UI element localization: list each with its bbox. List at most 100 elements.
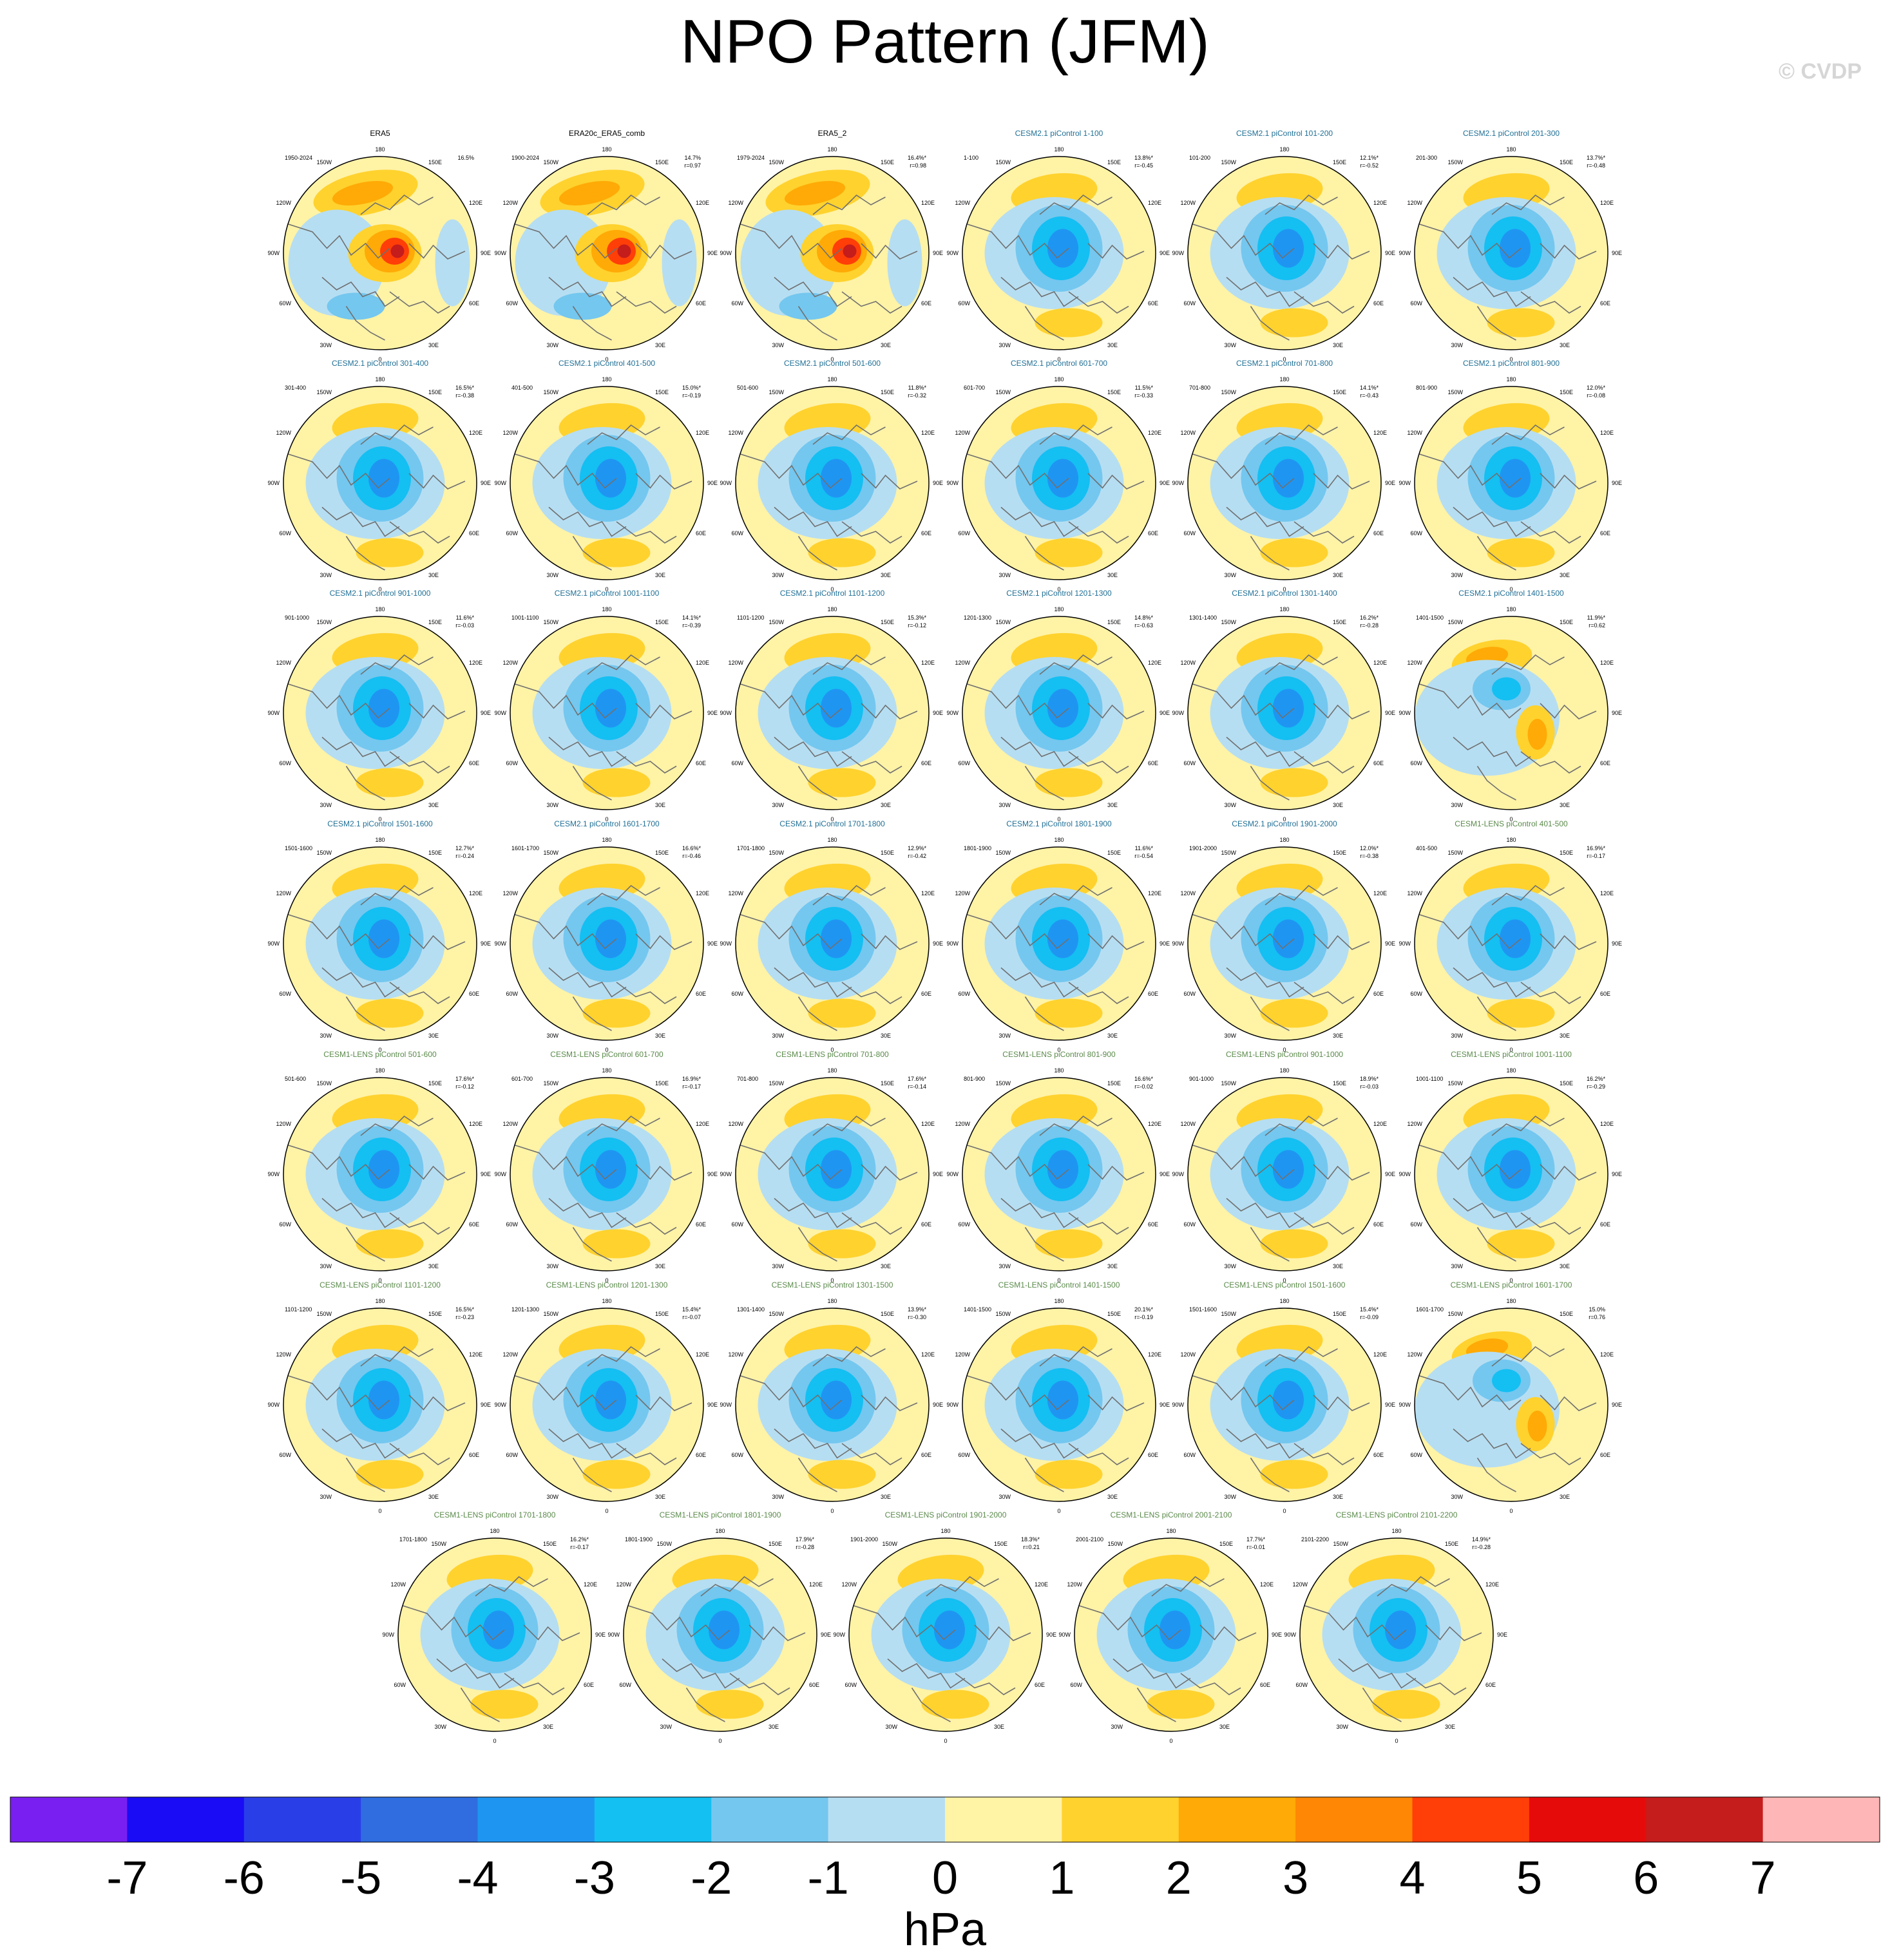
lon-label: 120W — [728, 1351, 743, 1358]
panel-period: 1001-1100 — [511, 614, 539, 621]
contour-blob — [1273, 1380, 1304, 1420]
lon-label: 150E — [1219, 1541, 1233, 1547]
lon-label: 120E — [1600, 890, 1614, 897]
map-boundary — [962, 156, 1156, 350]
coastline — [740, 683, 843, 719]
coastline — [436, 1658, 515, 1689]
panel-pct-variance: 16.2%* — [570, 1536, 589, 1543]
lon-label: 60W — [731, 1452, 743, 1458]
map-boundary — [735, 1308, 930, 1502]
contour-blob — [808, 1229, 876, 1259]
panel-pct-variance: 14.1%* — [1360, 385, 1379, 391]
lon-label: 90W — [720, 1402, 732, 1408]
contour-blob — [368, 459, 399, 498]
lon-label: 120E — [469, 890, 482, 897]
panel-title: CESM2.1 piControl 1801-1900 — [1006, 819, 1112, 828]
lon-label: 90E — [1612, 1171, 1622, 1177]
coastline — [1293, 1443, 1355, 1465]
coastline — [345, 306, 385, 341]
panel-pattern-corr: r=-0.54 — [1134, 853, 1153, 859]
coastline — [1000, 1197, 1079, 1228]
slp-field — [510, 616, 703, 810]
coastline — [1024, 996, 1064, 1031]
coastlines — [1304, 1575, 1482, 1722]
lon-label: 120W — [1180, 1121, 1196, 1127]
coastline — [1039, 194, 1112, 215]
contour-blob — [843, 244, 857, 258]
slp-field — [736, 847, 929, 1040]
coastline — [861, 473, 918, 490]
lon-label: 60E — [1485, 1682, 1496, 1688]
lon-label: 180 — [1279, 1067, 1289, 1074]
panel-period: 801-900 — [964, 1076, 985, 1082]
coastline — [812, 1115, 886, 1136]
lon-label: 60E — [1260, 1682, 1270, 1688]
panel-title: CESM2.1 piControl 1601-1700 — [554, 819, 660, 828]
panel-pattern-corr: r=-0.38 — [455, 392, 474, 399]
coastline — [572, 536, 612, 571]
panel-pattern-corr: r=-0.30 — [908, 1314, 926, 1320]
lon-label: 0 — [605, 1277, 608, 1284]
contour-blob — [435, 219, 470, 307]
lon-label: 180 — [827, 606, 837, 613]
panel-pattern-corr: r=-0.28 — [1360, 622, 1379, 629]
colorbar-tick-label: 5 — [1516, 1852, 1542, 1904]
panel-title: CESM2.1 piControl 1901-2000 — [1232, 819, 1337, 828]
lon-label: 150W — [316, 850, 332, 856]
lon-label: 30W — [1224, 802, 1236, 808]
lon-label: 60E — [1035, 1682, 1045, 1688]
lon-label: 0 — [1283, 1277, 1286, 1284]
colorbar-swatch — [361, 1797, 478, 1842]
coastline — [841, 1443, 902, 1465]
lon-label: 60E — [696, 760, 706, 766]
panel-period: 1901-2000 — [850, 1536, 878, 1543]
lon-label: 120E — [469, 1121, 482, 1127]
coastline — [1313, 1394, 1370, 1411]
lon-label: 90E — [707, 1402, 718, 1408]
lon-label: 60W — [958, 760, 970, 766]
contour-blob — [1260, 1229, 1328, 1259]
lon-label: 30E — [1445, 1724, 1455, 1730]
lon-label: 60W — [1183, 300, 1196, 307]
contour-blob — [368, 689, 399, 728]
lon-label: 90E — [1046, 1632, 1056, 1638]
contour-blob — [558, 181, 620, 205]
panel-pct-variance: 16.6%* — [682, 845, 702, 852]
contour-blob — [1500, 1150, 1531, 1189]
lon-label: 120E — [696, 1121, 709, 1127]
panel-pattern-corr: r=-0.39 — [682, 622, 701, 629]
lon-label: 60W — [731, 760, 743, 766]
coastlines — [288, 654, 466, 801]
lon-label: 90W — [494, 1171, 506, 1177]
map-boundary — [283, 156, 477, 350]
lon-label: 150E — [881, 1311, 894, 1317]
lon-label: 60W — [279, 300, 291, 307]
lon-label: 90E — [1612, 710, 1622, 716]
coastline — [1192, 683, 1295, 719]
contour-blob — [582, 998, 651, 1028]
lon-label: 60W — [506, 1452, 518, 1458]
contour-blob — [1260, 768, 1328, 797]
lon-label: 30E — [428, 342, 439, 348]
lon-label: 0 — [1283, 356, 1286, 363]
coastline — [587, 1115, 660, 1136]
coastline — [1313, 703, 1370, 719]
coastline — [635, 1394, 692, 1411]
lon-label: 150W — [543, 850, 558, 856]
lon-label: 30W — [546, 1494, 558, 1500]
lon-label: 120E — [1148, 1121, 1161, 1127]
lon-label: 60E — [921, 991, 931, 997]
contour-blob — [327, 292, 385, 320]
contour-blob — [1035, 1229, 1103, 1259]
lon-label: 30E — [1560, 1263, 1570, 1270]
lon-label: 150W — [316, 389, 332, 395]
panel-pct-variance: 16.5%* — [455, 1306, 475, 1313]
coastline — [548, 1428, 627, 1459]
contour-blob — [356, 768, 424, 797]
map-boundary — [962, 1077, 1156, 1271]
map-boundary — [1187, 616, 1382, 810]
coastline — [389, 1212, 450, 1235]
panel-period: 701-800 — [737, 1076, 758, 1082]
